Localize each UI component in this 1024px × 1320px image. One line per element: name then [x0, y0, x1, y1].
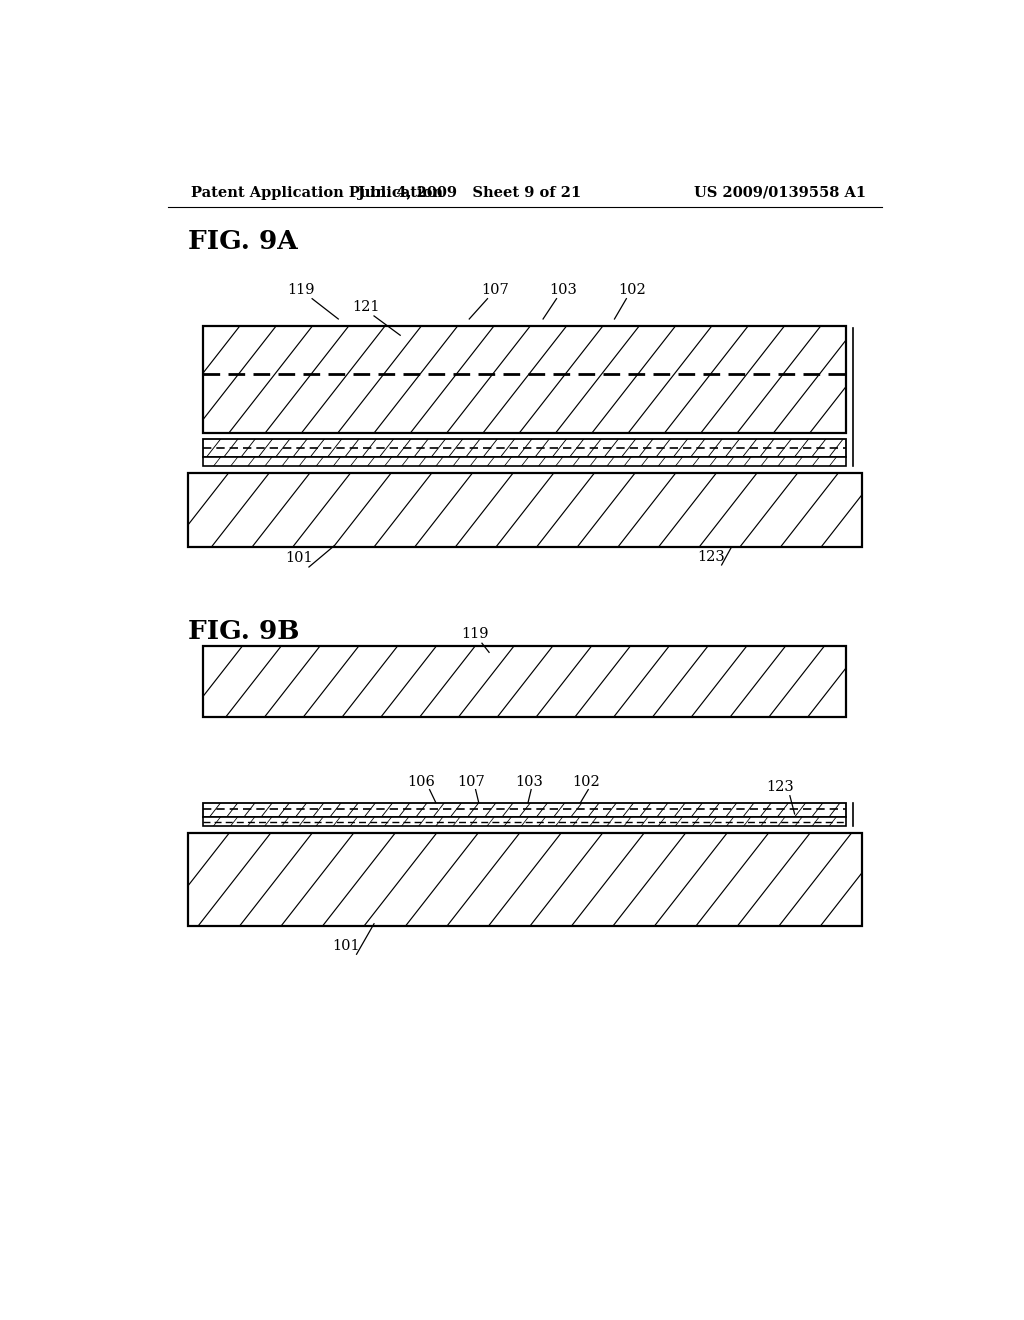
Text: FIG. 9B: FIG. 9B: [187, 619, 299, 644]
Text: 103: 103: [516, 775, 544, 788]
Bar: [204, 326, 846, 433]
Bar: [187, 833, 862, 925]
Text: Patent Application Publication: Patent Application Publication: [191, 186, 443, 199]
Text: FIG. 9A: FIG. 9A: [187, 230, 297, 255]
Bar: [187, 474, 862, 546]
Text: 101: 101: [333, 940, 360, 953]
Text: 102: 102: [618, 282, 646, 297]
Bar: [204, 803, 846, 817]
Bar: [187, 833, 862, 925]
Bar: [204, 817, 846, 826]
Text: Jun. 4, 2009   Sheet 9 of 21: Jun. 4, 2009 Sheet 9 of 21: [357, 186, 581, 199]
Bar: [204, 817, 846, 826]
Bar: [204, 440, 846, 457]
Bar: [204, 457, 846, 466]
Text: 123: 123: [697, 550, 725, 564]
Bar: [204, 647, 846, 718]
Bar: [204, 457, 846, 466]
Bar: [204, 803, 846, 817]
Text: 119: 119: [288, 282, 314, 297]
Bar: [204, 457, 846, 466]
Bar: [187, 833, 862, 925]
Bar: [204, 440, 846, 457]
Text: US 2009/0139558 A1: US 2009/0139558 A1: [694, 186, 866, 199]
Text: 103: 103: [549, 282, 577, 297]
Text: 102: 102: [572, 775, 600, 788]
Text: 121: 121: [352, 300, 380, 314]
Bar: [204, 817, 846, 826]
Bar: [204, 647, 846, 718]
Bar: [204, 803, 846, 817]
Text: 101: 101: [285, 550, 312, 565]
Bar: [204, 440, 846, 457]
Text: 119: 119: [461, 627, 488, 642]
Text: 107: 107: [481, 282, 509, 297]
Text: 106: 106: [408, 775, 435, 788]
Bar: [187, 474, 862, 546]
Bar: [204, 326, 846, 433]
Bar: [204, 647, 846, 718]
Bar: [187, 474, 862, 546]
Text: 107: 107: [457, 775, 484, 788]
Text: 123: 123: [767, 780, 795, 793]
Bar: [204, 326, 846, 433]
